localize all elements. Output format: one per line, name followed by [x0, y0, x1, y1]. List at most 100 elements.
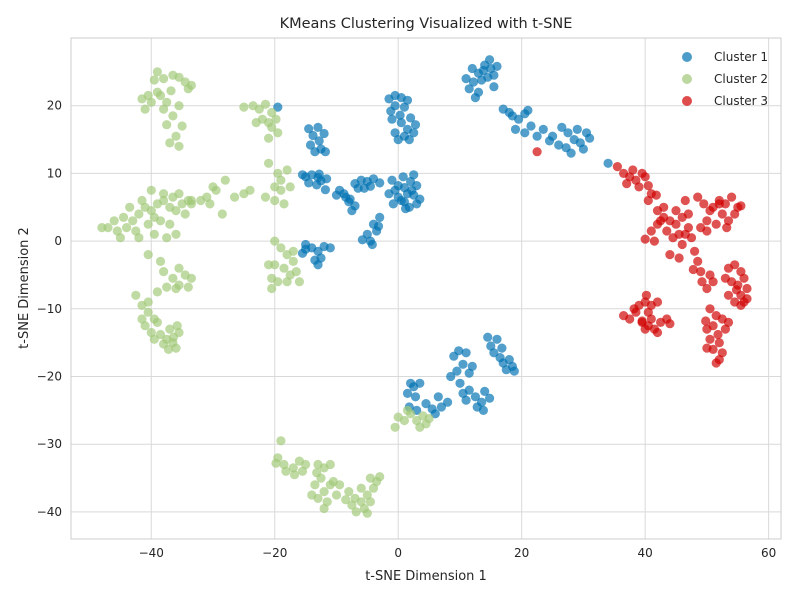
data-point: [656, 216, 666, 226]
data-point: [264, 260, 274, 270]
data-point: [544, 136, 555, 146]
data-point: [677, 239, 687, 250]
data-point: [711, 219, 721, 229]
data-point: [137, 195, 147, 206]
legend-item-cluster-2[interactable]: Cluster 2: [682, 72, 768, 86]
data-point: [641, 290, 652, 300]
data-point: [304, 124, 314, 134]
legend-label: Cluster 3: [714, 94, 768, 108]
data-point: [271, 458, 281, 468]
data-point: [433, 392, 443, 402]
data-point: [410, 392, 421, 402]
data-point: [282, 277, 292, 287]
data-point: [720, 324, 731, 334]
data-point: [458, 359, 468, 369]
data-point: [109, 216, 119, 226]
data-point: [208, 182, 218, 192]
data-point: [143, 250, 153, 260]
data-point: [273, 102, 283, 112]
data-point: [312, 468, 322, 478]
data-point: [281, 466, 291, 476]
data-point: [276, 436, 286, 446]
data-point: [162, 282, 172, 292]
data-point: [205, 199, 215, 209]
data-point: [625, 314, 635, 324]
y-tick-label: 10: [47, 166, 62, 180]
data-point: [143, 219, 153, 229]
legend[interactable]: Cluster 1 Cluster 2 Cluster 3: [682, 50, 768, 108]
data-point: [291, 267, 301, 277]
data-point: [399, 197, 409, 207]
data-point: [282, 165, 292, 175]
data-point: [404, 135, 414, 145]
data-point: [276, 243, 286, 253]
data-point: [399, 102, 409, 112]
data-point: [239, 102, 249, 112]
data-point: [254, 104, 264, 114]
data-point: [646, 314, 656, 324]
data-point: [131, 290, 141, 300]
data-point: [485, 55, 495, 65]
data-point: [702, 343, 712, 353]
data-point: [446, 371, 456, 382]
data-point: [220, 175, 230, 185]
data-point: [171, 206, 181, 216]
data-point: [742, 294, 752, 304]
data-point: [520, 128, 530, 138]
y-tick-label: −30: [37, 437, 62, 451]
data-point: [702, 226, 712, 236]
data-point: [742, 283, 752, 294]
data-point: [319, 503, 329, 514]
data-point: [347, 500, 357, 510]
data-point: [308, 130, 318, 141]
data-point: [603, 158, 613, 168]
data-point: [152, 317, 162, 327]
data-point: [152, 287, 162, 297]
data-point: [492, 334, 502, 344]
data-point: [149, 75, 159, 85]
data-point: [146, 97, 156, 107]
data-point: [375, 178, 385, 188]
data-point: [668, 233, 678, 243]
data-point: [396, 118, 406, 128]
legend-item-cluster-1[interactable]: Cluster 1: [682, 50, 768, 64]
data-point: [514, 114, 524, 124]
legend-item-cluster-3[interactable]: Cluster 3: [682, 94, 768, 108]
data-point: [412, 181, 422, 191]
data-point: [395, 110, 405, 120]
data-point: [649, 236, 660, 246]
data-point: [350, 201, 360, 211]
data-point: [325, 243, 335, 253]
data-point: [478, 405, 488, 415]
data-point: [483, 332, 493, 342]
data-point: [390, 422, 400, 432]
data-point: [427, 404, 437, 414]
data-point: [251, 118, 261, 128]
data-point: [563, 128, 573, 138]
data-point: [646, 226, 656, 236]
data-point: [680, 195, 690, 206]
data-point: [665, 250, 675, 260]
data-point: [344, 487, 354, 497]
data-points: [97, 55, 752, 518]
data-point: [143, 307, 153, 317]
data-point: [532, 131, 542, 141]
data-point: [115, 233, 125, 243]
data-point: [671, 206, 681, 216]
data-point: [137, 94, 147, 104]
data-point: [375, 472, 385, 482]
data-point: [134, 233, 144, 243]
y-axis-label: t-SNE Dimension 2: [17, 227, 32, 349]
data-point: [122, 223, 132, 233]
data-point: [652, 327, 663, 338]
data-point: [149, 229, 159, 239]
data-point: [386, 106, 396, 116]
data-point: [722, 223, 732, 233]
data-point: [362, 508, 372, 518]
data-point: [159, 195, 169, 206]
data-point: [159, 189, 169, 199]
data-point: [406, 113, 416, 123]
data-point: [398, 172, 408, 182]
data-point: [387, 175, 397, 185]
data-point: [723, 290, 734, 300]
